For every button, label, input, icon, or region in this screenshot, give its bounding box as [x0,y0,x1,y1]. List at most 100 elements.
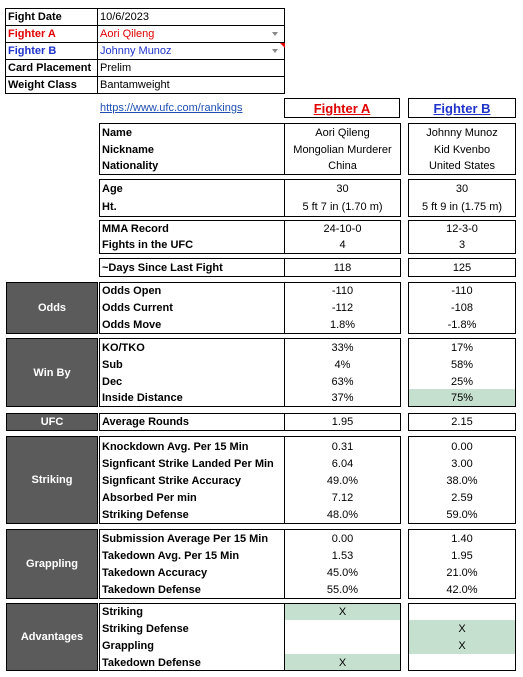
ufc-rankings-link[interactable]: https://www.ufc.com/rankings [100,101,243,114]
takedown-accuracy-label: Takedown Accuracy [102,566,208,579]
ko-tko-b: 17% [450,341,474,354]
card-placement-label: Card Placement [8,61,92,74]
inside-distance-label: Inside Distance [102,392,183,404]
record-b: 12-3-0 [446,223,478,235]
record-a: 24-10-0 [323,223,362,235]
sub-label: Sub [102,358,123,371]
takedown-avg-a: 1.53 [331,549,354,562]
record-label: MMA Record [102,223,169,235]
odds-move-label: Odds Move [102,319,162,331]
sub-a: 4% [334,358,351,371]
odds-open-a: -110 [331,285,354,297]
name-a: Aori Qileng [315,126,370,139]
ko-tko-a: 33% [331,341,354,354]
fighter-b-header: Fighter B [408,98,516,118]
odds-current-label: Odds Current [102,302,173,314]
knockdown-a: 0.31 [331,440,354,453]
takedown-avg-b: 1.95 [451,549,473,562]
submission-avg-a: 0.00 [331,532,354,545]
fighter-b-select[interactable]: Johnny Munoz [100,44,172,57]
weight-class-label: Weight Class [8,79,77,91]
weight-class-value[interactable]: Bantamweight [100,79,170,91]
age-b: 30 [455,183,469,195]
card-placement-value[interactable]: Prelim [100,61,132,74]
adv-takedown-a-highlight [285,654,400,670]
fighter-a-label: Fighter A [8,27,56,40]
name-label: Name [102,126,132,139]
adv-striking-b [409,604,515,620]
advantages-section-label: Advantages [6,603,98,671]
sig-strikes-landed-label: Signficant Strike Landed Per Min [102,457,274,470]
fighter-a-dropdown-icon[interactable] [272,32,278,36]
fighter-b-dropdown-icon[interactable] [272,49,278,53]
takedown-defense-a: 55.0% [326,583,359,596]
submission-avg-b: 1.40 [451,532,473,545]
adv-grappling-a [285,638,400,654]
dec-b: 25% [450,375,474,388]
adv-striking-a: X [338,606,347,618]
age-a: 30 [336,183,349,195]
odds-open-label: Odds Open [102,285,162,297]
fight-date-value[interactable]: 10/6/2023 [100,10,149,23]
winby-section-label: Win By [6,338,98,407]
striking-defense-b: 59.0% [446,508,478,521]
takedown-avg-label: Takedown Avg. Per 15 Min [102,549,240,562]
sig-strikes-landed-b: 3.00 [451,457,473,470]
adv-takedown-defense-label: Takedown Defense [102,656,201,669]
inside-distance-b-highlight [409,389,515,406]
sig-strike-accuracy-label: Signficant Strike Accuracy [102,474,241,487]
avg-rounds-label: Average Rounds [102,416,190,428]
height-b: 5 ft 9 in (1.75 m) [421,201,503,213]
takedown-defense-b: 42.0% [446,583,478,596]
absorbed-b: 2.59 [451,491,473,504]
odds-section-label: Odds [6,282,98,334]
fighter-a-header: Fighter A [284,98,400,118]
days-a: 118 [333,261,352,274]
sub-b: 58% [450,358,474,371]
adv-striking-defense-b: X [458,623,466,635]
days-b: 125 [452,261,472,274]
odds-move-b: -1.8% [447,319,477,331]
nickname-a: Mongolian Murderer [293,143,392,156]
name-b: Johnny Munoz [426,126,498,139]
days-label: ~Days Since Last Fight [102,261,223,274]
inside-distance-b: 75% [450,392,474,404]
adv-b-highlight [409,620,515,654]
fighter-a-select[interactable]: Aori Qileng [100,27,155,40]
fighter-b-label: Fighter B [8,44,57,57]
fights-a: 4 [339,239,346,251]
odds-current-a: -112 [331,302,354,314]
fight-date-label: Fight Date [8,10,62,23]
odds-move-a: 1.8% [329,319,356,331]
adv-striking-label: Striking [102,606,143,618]
fights-b: 3 [458,239,466,251]
sig-strike-accuracy-b: 38.0% [446,474,478,487]
nationality-b: United States [428,159,496,172]
sig-strikes-landed-a: 6.04 [331,457,354,470]
ufc-section-label: UFC [6,413,98,431]
fight-info-table [5,8,285,94]
striking-section-label: Striking [6,436,98,524]
ko-tko-label: KO/TKO [102,341,145,354]
striking-defense-a: 48.0% [326,508,359,521]
takedown-defense-label: Takedown Defense [102,583,201,596]
submission-avg-label: Submission Average Per 15 Min [102,532,269,545]
odds-current-b: -108 [450,302,474,314]
avg-rounds-a: 1.95 [331,416,354,428]
adv-striking-defense-label: Striking Defense [102,623,189,635]
knockdown-label: Knockdown Avg. Per 15 Min [102,440,249,453]
dec-a: 63% [331,375,354,388]
absorbed-a: 7.12 [331,491,354,504]
nationality-a: China [328,159,357,172]
absorbed-label: Absorbed Per min [102,491,197,504]
height-label: Ht. [102,201,117,213]
adv-takedown-defense-b [409,655,515,670]
adv-grappling-b: X [458,640,466,652]
grappling-section-label: Grappling [6,529,98,599]
adv-grappling-label: Grappling [102,640,154,652]
takedown-accuracy-a: 45.0% [326,566,359,579]
age-label: Age [102,183,123,195]
takedown-accuracy-b: 21.0% [446,566,478,579]
sig-strike-accuracy-a: 49.0% [326,474,359,487]
striking-defense-label: Striking Defense [102,508,189,521]
